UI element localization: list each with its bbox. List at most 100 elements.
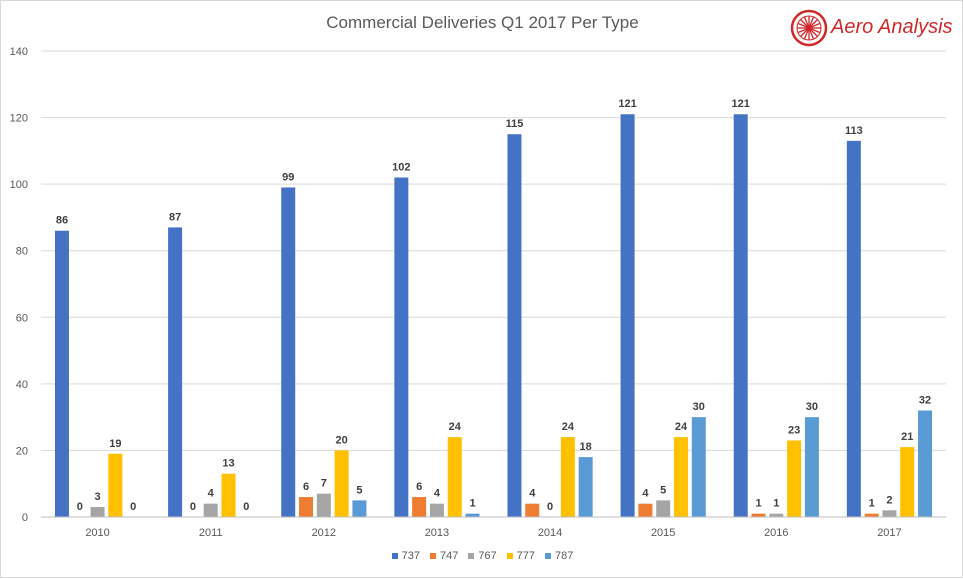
bar-737-2014 xyxy=(507,134,522,517)
bar-777-2011 xyxy=(221,473,236,517)
data-label: 4 xyxy=(529,488,536,500)
y-tick-label: 120 xyxy=(10,113,28,125)
legend-label: 767 xyxy=(478,550,497,562)
bar-737-2012 xyxy=(281,187,296,517)
data-label: 18 xyxy=(580,441,592,453)
bar-767-2010 xyxy=(90,507,105,517)
legend-label: 777 xyxy=(516,550,536,562)
legend-swatch xyxy=(468,553,475,560)
bar-777-2016 xyxy=(787,440,802,517)
bar-747-2014 xyxy=(525,503,540,517)
bar-767-2017 xyxy=(882,510,897,517)
data-label: 1 xyxy=(469,498,475,510)
bar-787-2016 xyxy=(804,417,819,517)
x-tick-label: 2011 xyxy=(199,527,223,539)
bar-787-2012 xyxy=(352,500,367,517)
legend-item: 787 xyxy=(545,550,573,562)
x-tick-label: 2010 xyxy=(85,527,109,539)
data-label: 99 xyxy=(282,171,294,183)
data-label: 32 xyxy=(919,394,931,406)
legend-label: 787 xyxy=(555,550,574,562)
bar-777-2013 xyxy=(447,437,462,517)
chart-legend: 737 747 767 777 787 xyxy=(1,550,963,562)
data-label: 24 xyxy=(675,421,688,433)
legend-swatch xyxy=(391,553,398,560)
data-label: 121 xyxy=(732,98,750,110)
data-label: 13 xyxy=(222,458,234,470)
legend-item: 767 xyxy=(468,550,497,562)
data-label: 19 xyxy=(109,438,121,450)
bar-747-2012 xyxy=(299,497,314,517)
y-tick-label: 100 xyxy=(10,179,28,191)
data-label: 0 xyxy=(130,501,136,513)
y-tick-label: 140 xyxy=(10,46,28,58)
bar-767-2012 xyxy=(316,493,331,517)
turbine-icon xyxy=(790,9,828,47)
legend-swatch xyxy=(429,553,436,560)
data-label: 24 xyxy=(449,421,462,433)
data-label: 6 xyxy=(416,481,422,493)
x-tick-label: 2017 xyxy=(877,527,901,539)
x-tick-label: 2016 xyxy=(764,527,788,539)
y-tick-label: 60 xyxy=(16,312,28,324)
data-label: 24 xyxy=(562,421,575,433)
data-label: 2 xyxy=(886,494,892,506)
x-tick-label: 2012 xyxy=(312,527,336,539)
legend-item: 747 xyxy=(429,550,459,562)
data-label: 115 xyxy=(506,118,524,130)
x-tick-label: 2013 xyxy=(425,527,449,539)
data-label: 4 xyxy=(642,488,649,500)
data-label: 5 xyxy=(660,484,666,496)
bar-737-2017 xyxy=(846,140,861,517)
bar-737-2013 xyxy=(394,177,409,517)
data-label: 1 xyxy=(869,498,875,510)
bar-747-2016 xyxy=(751,513,766,517)
y-tick-label: 20 xyxy=(16,445,28,457)
bar-787-2013 xyxy=(465,513,480,517)
data-label: 30 xyxy=(806,401,818,413)
aero-analysis-logo: Aero Analysis xyxy=(789,9,959,47)
data-label: 0 xyxy=(190,501,196,513)
legend-label: 747 xyxy=(439,550,459,562)
bar-747-2013 xyxy=(412,497,427,517)
legend-label: 737 xyxy=(401,550,420,562)
bar-787-2017 xyxy=(918,410,933,517)
data-label: 20 xyxy=(335,434,347,446)
bar-777-2014 xyxy=(560,437,575,517)
bar-767-2013 xyxy=(429,503,444,517)
logo-text: Aero Analysis xyxy=(831,16,953,38)
data-label: 23 xyxy=(788,424,800,436)
bar-737-2015 xyxy=(620,114,635,517)
data-label: 21 xyxy=(901,431,913,443)
legend-swatch xyxy=(545,553,552,560)
data-label: 30 xyxy=(693,401,705,413)
bar-777-2010 xyxy=(108,453,123,517)
bar-787-2015 xyxy=(691,417,706,517)
bar-777-2017 xyxy=(900,447,915,517)
bar-737-2011 xyxy=(168,227,183,517)
data-label: 0 xyxy=(547,501,553,513)
data-label: 86 xyxy=(56,215,68,227)
bar-767-2015 xyxy=(656,500,671,517)
data-label: 102 xyxy=(392,161,410,173)
data-label: 3 xyxy=(95,491,101,503)
legend-item: 737 xyxy=(391,550,420,562)
data-label: 7 xyxy=(321,478,327,490)
bar-737-2010 xyxy=(54,230,69,517)
legend-item: 777 xyxy=(506,550,536,562)
data-label: 4 xyxy=(208,488,215,500)
data-label: 5 xyxy=(356,484,362,496)
bar-747-2015 xyxy=(638,503,653,517)
x-tick-label: 2015 xyxy=(651,527,675,539)
bar-777-2015 xyxy=(673,437,688,517)
y-tick-label: 40 xyxy=(16,379,28,391)
y-tick-label: 80 xyxy=(16,246,28,258)
data-label: 113 xyxy=(845,125,863,137)
bar-747-2017 xyxy=(864,513,879,517)
bar-767-2011 xyxy=(203,503,218,517)
data-label: 121 xyxy=(618,98,636,110)
x-tick-label: 2014 xyxy=(538,527,562,539)
bar-787-2014 xyxy=(578,457,593,517)
